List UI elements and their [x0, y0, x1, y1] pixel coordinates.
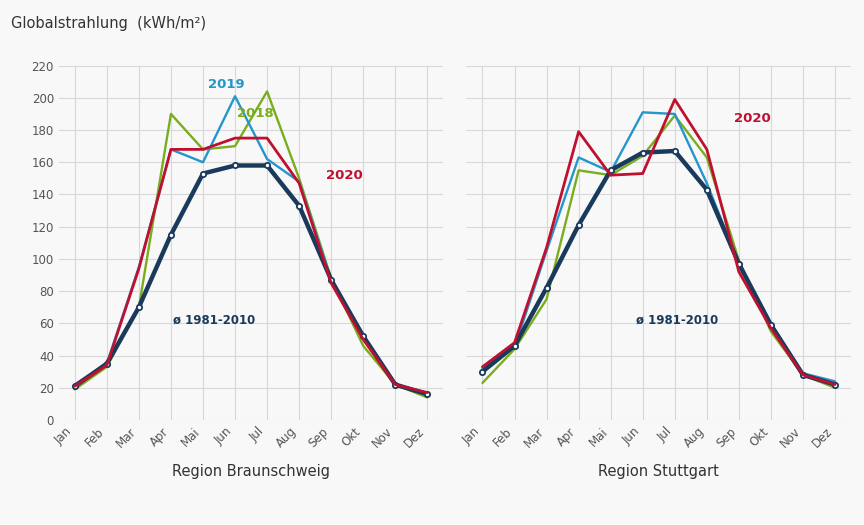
X-axis label: Region Braunschweig: Region Braunschweig [172, 464, 330, 479]
Text: 2020: 2020 [734, 112, 771, 125]
Text: Globalstrahlung  (kWh/m²): Globalstrahlung (kWh/m²) [11, 16, 206, 31]
Text: ø 1981-2010: ø 1981-2010 [636, 313, 719, 327]
Text: 2020: 2020 [327, 169, 363, 182]
Text: ø 1981-2010: ø 1981-2010 [173, 313, 255, 327]
X-axis label: Region Stuttgart: Region Stuttgart [598, 464, 719, 479]
Text: 2019: 2019 [207, 78, 245, 91]
Text: 2018: 2018 [237, 108, 273, 120]
